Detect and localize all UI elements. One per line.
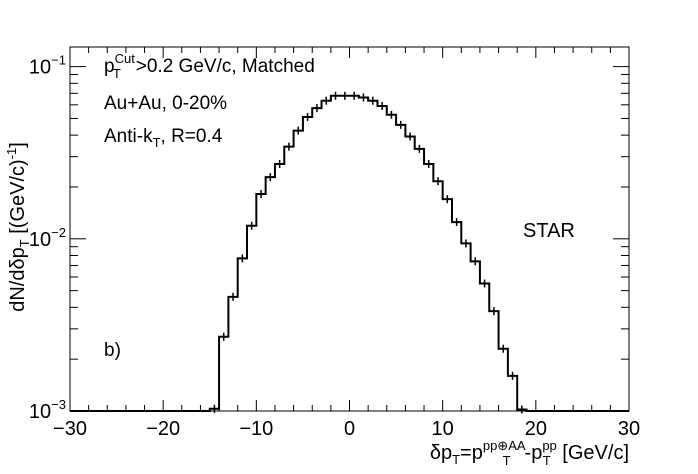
- annotation-system: Au+Au, 0-20%: [104, 93, 227, 114]
- x-label-sub3: T: [543, 453, 551, 468]
- x-tick-label: 30: [618, 418, 640, 440]
- y-tick-label: 10−3: [29, 397, 66, 423]
- histogram-series: [70, 91, 629, 414]
- y-label-sup: -1: [4, 148, 19, 160]
- y-label-close: ]: [7, 142, 29, 148]
- annotation-jet: Anti-kT, R=0.4: [104, 126, 223, 150]
- annotation-cut-sup: Cut: [115, 51, 136, 66]
- x-label-unit: [GeV/c]: [557, 442, 629, 464]
- annotation-cut-rest: >0.2 GeV/c, Matched: [136, 56, 315, 77]
- x-label-sub1: T: [452, 452, 460, 467]
- x-tick-label: −10: [239, 418, 273, 440]
- y-axis-label: dN/dδpT [(GeV/c)-1]: [4, 142, 32, 312]
- y-label-sub: T: [17, 239, 32, 247]
- y-label-pre: dN/dδp: [7, 247, 29, 312]
- x-tick-label: 20: [525, 418, 547, 440]
- annotation-jet-pre: Anti-k: [104, 126, 153, 147]
- x-tick-label: −30: [53, 418, 87, 440]
- tick-labels: −30 −20 −10 0 10 20 30 10−3 10−2 10−1: [29, 53, 640, 440]
- x-tick-label: −20: [146, 418, 180, 440]
- x-label-minus: -p: [525, 442, 543, 464]
- experiment-label: STAR: [523, 220, 575, 242]
- annotation-jet-rest: , R=0.4: [161, 126, 223, 147]
- y-label-unit: [(GeV/c): [7, 159, 29, 239]
- panel-label: b): [104, 340, 121, 361]
- y-tick-label: 10−2: [29, 225, 66, 251]
- annotation-jet-sub: T: [153, 135, 161, 150]
- annotation-cut: pCut T >0.2 GeV/c, Matched: [104, 51, 315, 81]
- x-label-eq: =p: [460, 442, 483, 464]
- x-tick-label: 0: [344, 418, 355, 440]
- x-label-sup3: pp: [542, 438, 556, 453]
- x-label-sup2: pp⊕AA: [483, 438, 526, 453]
- x-tick-label: 10: [432, 418, 454, 440]
- x-axis-label: δpT=ppp⊕AA T -ppp T [GeV/c]: [430, 438, 629, 468]
- annotation-cut-p: p: [104, 56, 115, 77]
- x-label-delta: δp: [430, 442, 452, 464]
- annotation-cut-sub: T: [113, 66, 121, 81]
- x-label-sub2: T: [503, 453, 511, 468]
- y-tick-label: 10−1: [29, 53, 66, 79]
